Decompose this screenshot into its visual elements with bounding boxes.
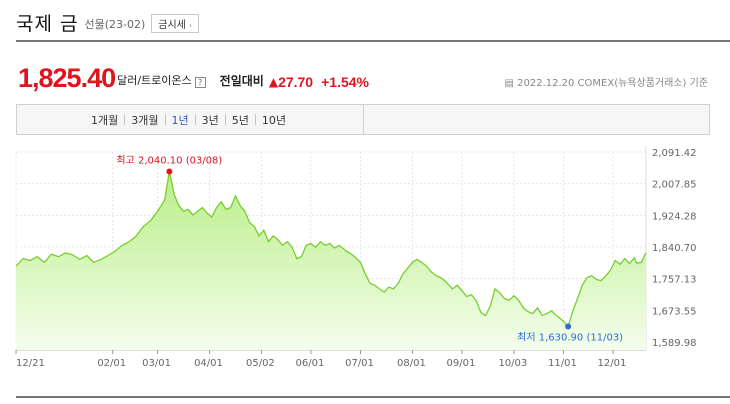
x-tick-label: 05/02 [246,358,275,369]
low-marker [565,323,572,330]
y-tick-label: 2,007.85 [652,180,697,191]
y-tick-label: 1,840.70 [652,243,697,254]
tab-separator [254,114,256,125]
period-tab[interactable]: 1년 [171,113,189,127]
y-tick-label: 1,924.28 [652,211,697,222]
x-tick-label: 04/01 [194,358,223,369]
page-title: 국제 금 [16,12,79,35]
x-tick-label: 12/21 [16,358,45,369]
high-label: 최고 2,040.10 (03/08) [116,154,222,166]
period-tab[interactable]: 3년 [201,113,219,127]
x-tick-label: 02/01 [97,358,126,369]
x-tick-label: 12/01 [598,358,627,369]
price-unit: 달러/트로이온스 [117,74,192,87]
chevron-right-icon: › [188,21,193,30]
tab-separator [124,114,126,125]
change-value: 27.70 [278,74,314,90]
footer-divider [16,396,730,398]
price-line [15,171,647,328]
tab-separator [194,114,196,125]
y-tick-label: 1,589.98 [652,338,697,349]
x-tick-label: 07/01 [345,358,374,369]
tabbar-divider [363,105,364,134]
x-tick-label: 09/01 [447,358,476,369]
gold-quote-button[interactable]: 금시세 › [151,14,200,33]
period-tab[interactable]: 5년 [231,113,249,127]
tab-separator [164,114,166,125]
period-tabs: 1개월 3개월 1년 3년 5년 10년 [85,105,292,134]
x-tick-label: 10/03 [498,358,527,369]
price-area [16,171,646,350]
y-tick-label: 1,757.13 [652,275,697,286]
gold-price-chart: 2,091.42 2,007.85 1,924.28 1,840.70 1,757.13… [15,146,697,369]
x-tick-label: 06/01 [296,358,325,369]
help-icon[interactable]: ? [194,77,206,88]
x-axis-ticks: 12/21 02/01 03/01 04/01 05/02 06/01 07/01 08/01… [15,350,627,369]
y-axis-ticks: 2,091.42 2,007.85 1,924.28 1,840.70 1,757.13… [652,148,697,349]
period-tab[interactable]: 10년 [261,113,286,127]
tab-separator [224,114,226,125]
page-header: 국제 금 선물(23-02) 금시세 › [16,6,200,38]
period-tab[interactable]: 1개월 [91,113,119,127]
change-percent: +1.54% [321,74,369,90]
price-summary: 1,825.40 달러/트로이온스 ? 전일대비 ▲ 27.70 +1.54% … [18,58,708,92]
change-label: 전일대비 [219,74,264,88]
calendar-icon: ▤ [504,78,518,89]
period-tabbar: 1개월 3개월 1년 3년 5년 10년 [16,104,710,135]
gold-quote-label: 금시세 [158,20,186,31]
extreme-markers: 최고 2,040.10 (03/08) 최저 1,630.90 (11/03) [116,154,623,343]
up-arrow-icon: ▲ [268,75,279,89]
high-marker [166,168,173,175]
contract-subtitle: 선물(23-02) [84,18,146,31]
y-tick-label: 2,091.42 [652,148,697,159]
x-tick-label: 11/01 [548,358,577,369]
low-label: 최저 1,630.90 (11/03) [517,331,623,343]
x-tick-label: 03/01 [142,358,171,369]
current-price: 1,825.40 [18,63,116,93]
y-tick-label: 1,673.55 [652,306,697,317]
period-tab[interactable]: 3개월 [131,113,159,127]
x-tick-label: 08/01 [397,358,426,369]
header-divider [16,40,730,42]
price-timestamp: ▤ 2022.12.20 COMEX(뉴욕상품거래소) 기준 [504,78,708,89]
